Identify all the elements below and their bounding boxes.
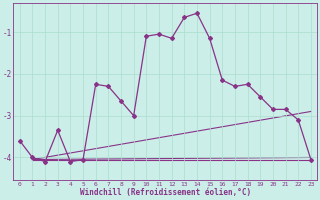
X-axis label: Windchill (Refroidissement éolien,°C): Windchill (Refroidissement éolien,°C) [80,188,251,197]
